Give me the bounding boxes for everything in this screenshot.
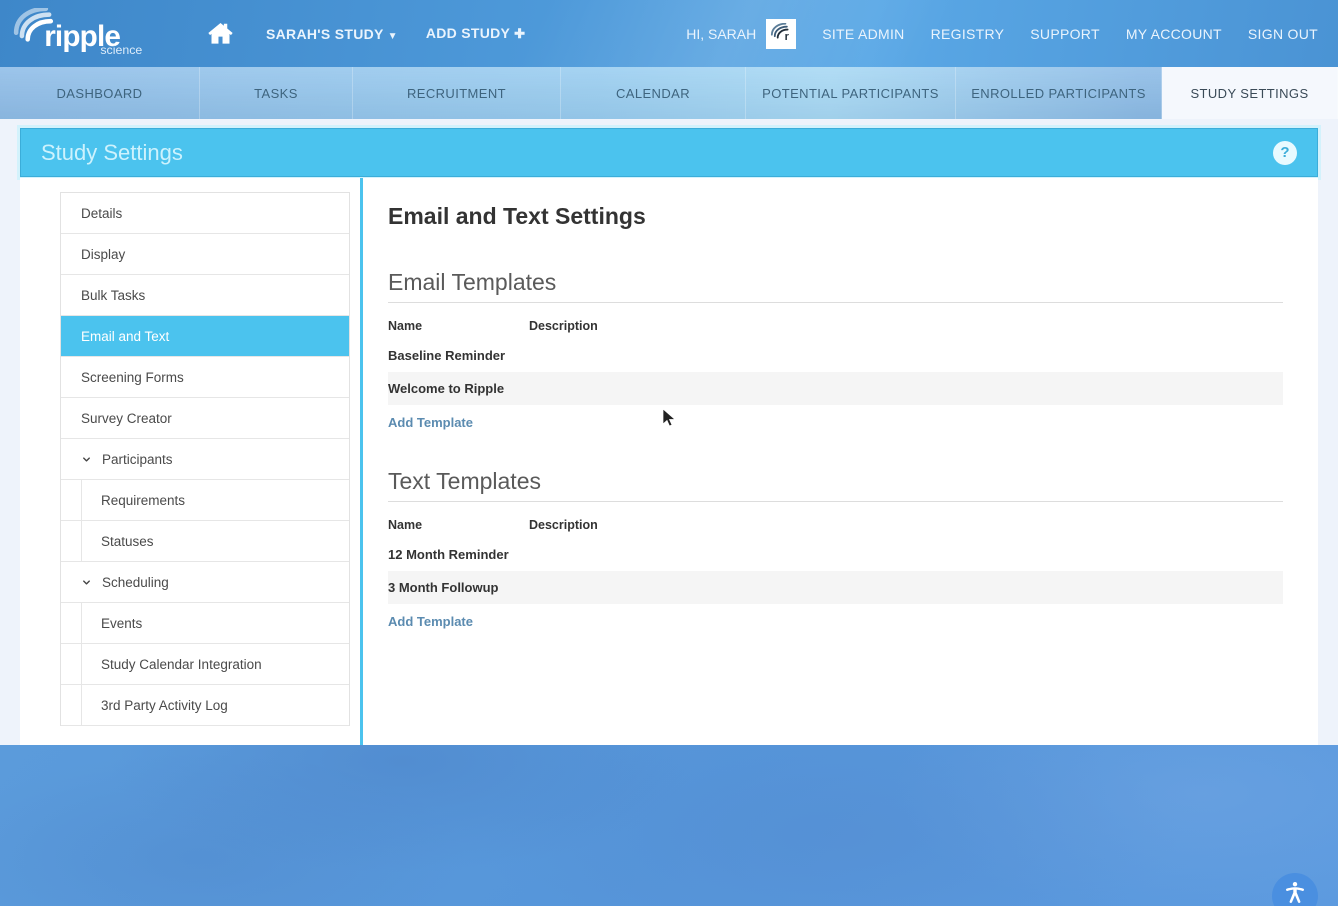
svg-text:r: r <box>785 30 790 42</box>
svg-text:science: science <box>100 43 142 57</box>
